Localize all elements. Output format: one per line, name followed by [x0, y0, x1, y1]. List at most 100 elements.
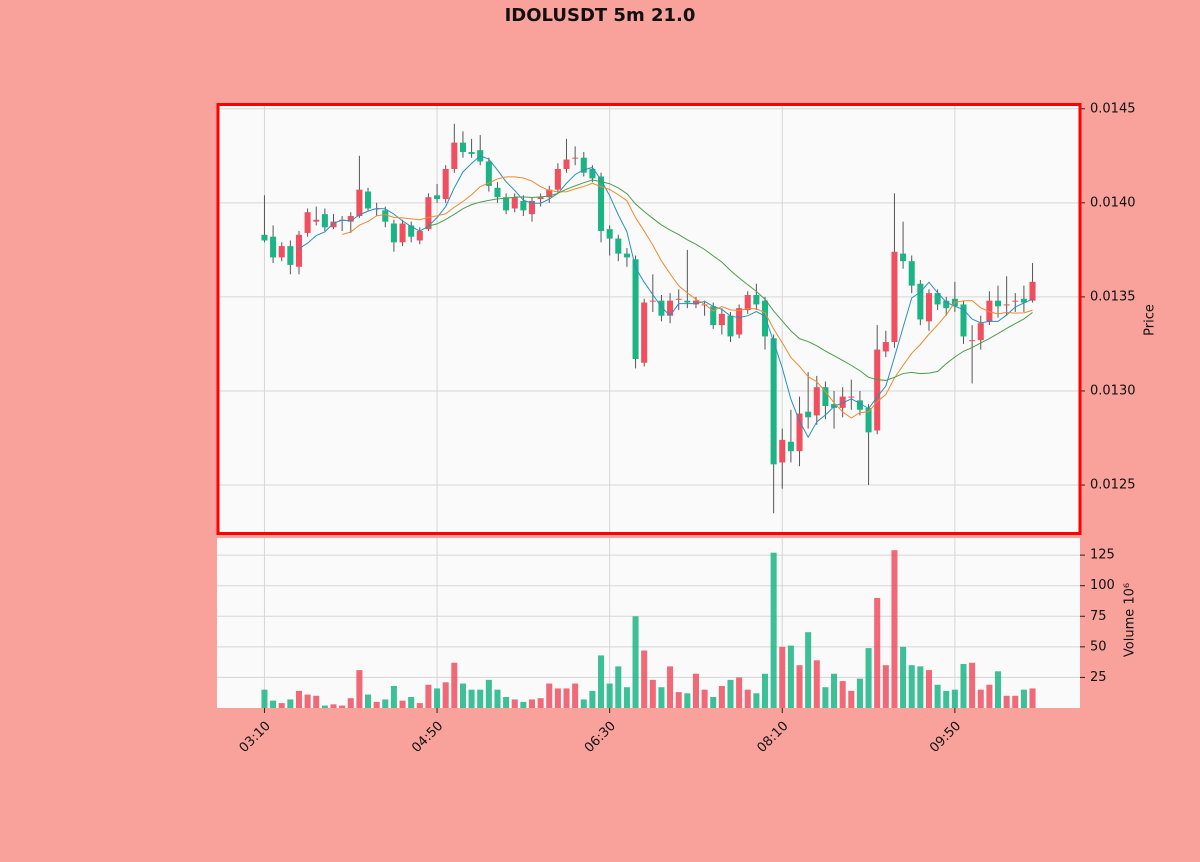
candle-body [882, 342, 889, 352]
volume-bar [787, 645, 794, 708]
candle-body [278, 246, 285, 258]
candle-body [615, 238, 622, 254]
candle-body [537, 197, 544, 200]
volume-bar [589, 690, 596, 708]
volume-bar [434, 688, 441, 708]
volume-bar [287, 699, 294, 708]
volume-bar [943, 690, 950, 708]
volume-bar [710, 696, 717, 708]
volume-bar [554, 688, 561, 708]
candle-body [960, 304, 967, 337]
volume-bar [485, 679, 492, 708]
volume-bar [934, 684, 941, 708]
y2-tick-label: 125 [1090, 548, 1115, 563]
candle-body [425, 197, 432, 230]
volume-bar [416, 703, 423, 708]
candle-body [408, 225, 415, 237]
volume-bar [831, 673, 838, 708]
candle-body [925, 293, 932, 322]
volume-bar [330, 704, 337, 708]
volume-bar [641, 650, 648, 708]
volume-bar [1012, 695, 1019, 708]
candle-body [934, 293, 941, 305]
volume-bar [468, 689, 475, 708]
candle-body [390, 223, 397, 243]
y2-tick-label: 25 [1090, 670, 1107, 685]
volume-bar [701, 689, 708, 708]
y-tick-label: 0.0125 [1090, 478, 1136, 493]
y2-tick-label: 100 [1090, 578, 1115, 593]
volume-panel [217, 538, 1080, 708]
candle-body [692, 300, 699, 305]
candle-body [330, 221, 337, 228]
candle-body [287, 246, 294, 265]
candle-body [779, 439, 786, 463]
volume-bar [1003, 695, 1010, 708]
candle-body [658, 300, 665, 316]
volume-bar [865, 648, 872, 708]
candle-body [520, 200, 527, 211]
volume-bar [727, 679, 734, 708]
candle-body [1012, 300, 1019, 302]
candle-body [485, 161, 492, 186]
y-tick-label: 0.0140 [1090, 195, 1136, 210]
candle-body [632, 259, 639, 359]
volume-bar [658, 687, 665, 708]
y2-tick-label: 75 [1090, 609, 1107, 624]
candle-body [977, 323, 984, 341]
volume-bar [546, 683, 553, 708]
candle-body [589, 168, 596, 179]
volume-bar [977, 689, 984, 708]
volume-bar [779, 646, 786, 708]
candle-body [701, 304, 708, 306]
volume-bar [494, 689, 501, 708]
chart-title: IDOLUSDT 5m 21.0 [505, 5, 696, 26]
candle-body [528, 200, 536, 215]
candle-body [865, 407, 872, 433]
volume-bar [390, 685, 397, 708]
volume-bar [459, 683, 466, 708]
candle-body [399, 223, 406, 243]
volume-bar [770, 552, 777, 708]
candle-body [684, 300, 691, 303]
volume-bar [925, 670, 932, 708]
candle-body [969, 340, 976, 342]
volume-bar [813, 660, 820, 708]
candle-body [770, 338, 777, 465]
candle-body [710, 306, 717, 326]
candle-body [1020, 298, 1027, 303]
candle-body [986, 300, 993, 322]
candle-body [572, 157, 579, 159]
candle-body [468, 152, 475, 154]
candle-body [796, 413, 803, 452]
volume-bar [295, 690, 303, 708]
candle-body [641, 302, 648, 363]
candle-body [623, 253, 630, 258]
volume-bar [736, 677, 743, 708]
candle-body [900, 253, 907, 262]
candle-body [356, 189, 363, 216]
volume-bar [684, 693, 691, 708]
x-tick-label: 09:50 [927, 719, 964, 756]
y-axis-label: Price [1143, 304, 1158, 336]
y-tick-label: 0.0145 [1090, 101, 1136, 116]
volume-bar [874, 597, 881, 708]
candle-body [295, 234, 303, 267]
candle-body [442, 168, 449, 200]
volume-bar [856, 678, 863, 708]
volume-bar [986, 684, 993, 708]
volume-bar [675, 692, 682, 708]
candle-body [718, 313, 725, 326]
volume-bar [451, 662, 458, 708]
volume-bar [667, 666, 674, 708]
volume-bar [321, 705, 328, 708]
candle-body [727, 315, 734, 337]
y2-axis-label: Volume 10⁶ [1123, 583, 1138, 657]
volume-bar [313, 695, 320, 708]
x-tick-label: 06:30 [582, 719, 619, 756]
candle-body [908, 261, 915, 286]
volume-bar [408, 696, 415, 708]
moving-average [298, 155, 1033, 439]
